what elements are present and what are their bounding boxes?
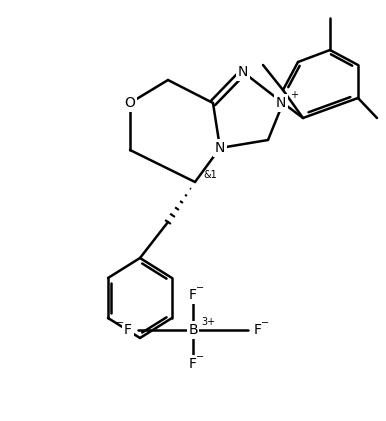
Text: N: N — [238, 65, 248, 79]
Text: B: B — [188, 323, 198, 337]
Text: F: F — [189, 357, 197, 371]
Text: N: N — [276, 96, 286, 110]
Text: 3+: 3+ — [201, 317, 215, 327]
Text: F: F — [124, 323, 132, 337]
Text: +: + — [290, 90, 298, 100]
Text: −: − — [196, 283, 204, 293]
Text: F: F — [254, 323, 262, 337]
Text: O: O — [125, 96, 135, 110]
Text: −: − — [196, 352, 204, 362]
Text: N: N — [215, 141, 225, 155]
Text: −: − — [116, 318, 124, 328]
Text: &1: &1 — [203, 170, 217, 180]
Text: F: F — [189, 288, 197, 302]
Text: −: − — [261, 318, 269, 328]
